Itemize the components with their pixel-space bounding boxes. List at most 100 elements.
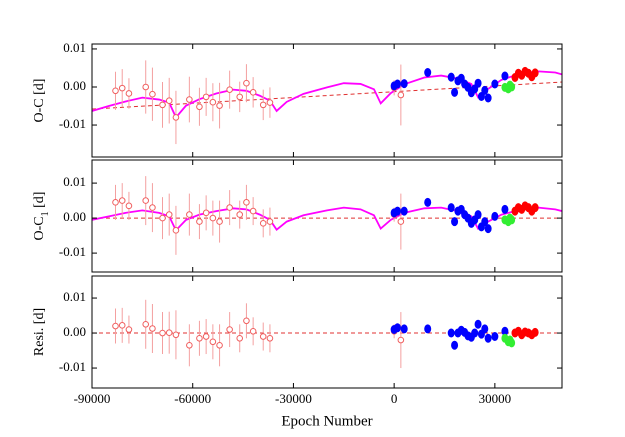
- data-point: [266, 218, 274, 225]
- data-point: [243, 199, 250, 206]
- data-point: [474, 78, 482, 88]
- y-axis-label: O-C1 [d]: [32, 192, 51, 241]
- data-point: [474, 319, 482, 329]
- x-axis-label: Epoch Number: [281, 413, 372, 429]
- data-point: [172, 114, 180, 121]
- data-point: [216, 342, 223, 349]
- data-point: [481, 324, 489, 334]
- data-point: [531, 327, 539, 337]
- data-point: [477, 92, 485, 102]
- data-point: [202, 93, 210, 101]
- data-point: [186, 96, 193, 103]
- data-point: [172, 331, 180, 339]
- data-point: [508, 215, 516, 225]
- data-point: [451, 340, 459, 350]
- plot-area: [92, 176, 562, 255]
- data-point: [508, 82, 516, 92]
- data-point: [165, 211, 173, 218]
- data-point: [243, 317, 250, 325]
- data-point: [397, 218, 405, 225]
- x-tick-label: -30000: [275, 391, 312, 406]
- data-point: [491, 332, 499, 342]
- data-point: [266, 335, 274, 342]
- data-point: [451, 217, 459, 227]
- plot-area: [92, 299, 562, 369]
- data-point: [226, 204, 233, 211]
- y-tick-label: -0.01: [59, 116, 86, 131]
- data-point: [142, 321, 150, 328]
- y-axis-label: O-C [d]: [32, 79, 47, 123]
- data-point: [501, 71, 509, 81]
- data-point: [447, 328, 455, 338]
- data-point: [196, 103, 203, 111]
- y-tick-label: 0.00: [63, 78, 86, 93]
- data-point: [186, 211, 193, 218]
- y-tick-label: 0.01: [63, 289, 86, 304]
- data-point: [112, 87, 119, 95]
- data-point: [474, 210, 482, 220]
- data-point: [424, 197, 432, 207]
- data-point: [394, 79, 401, 89]
- data-point: [484, 224, 492, 234]
- data-point: [249, 328, 257, 335]
- data-point: [259, 333, 267, 340]
- data-point: [249, 207, 257, 215]
- data-point: [471, 328, 479, 338]
- data-point: [159, 329, 166, 337]
- data-point: [394, 323, 401, 333]
- data-point: [400, 206, 408, 216]
- data-point: [125, 326, 133, 333]
- data-point: [424, 68, 432, 78]
- data-point: [159, 101, 166, 109]
- data-point: [531, 203, 539, 213]
- data-point: [125, 202, 133, 210]
- data-point: [259, 101, 267, 109]
- data-point: [481, 85, 489, 95]
- data-point: [424, 324, 432, 334]
- data-point: [484, 333, 492, 343]
- data-point: [236, 211, 244, 218]
- data-point: [209, 214, 217, 222]
- data-point: [118, 197, 126, 204]
- data-point: [501, 204, 509, 214]
- data-point: [243, 79, 250, 87]
- data-point: [394, 206, 401, 216]
- y-axis-label-part: 1: [40, 211, 51, 216]
- data-point: [397, 336, 405, 344]
- data-point: [259, 220, 267, 227]
- data-point: [236, 93, 244, 101]
- y-tick-label: -0.01: [59, 359, 86, 374]
- plot-area: [92, 60, 562, 145]
- data-point: [149, 90, 156, 98]
- data-point: [159, 214, 166, 222]
- data-point: [266, 99, 274, 106]
- data-point: [451, 87, 459, 97]
- data-point: [491, 79, 499, 89]
- y-tick-label: -0.01: [59, 244, 86, 259]
- y-tick-label: 0.01: [63, 40, 86, 55]
- data-point: [149, 204, 156, 211]
- axes-frame: [91, 275, 563, 389]
- data-point: [249, 89, 257, 96]
- data-point: [400, 324, 408, 334]
- data-point: [397, 91, 405, 99]
- data-point: [447, 203, 455, 213]
- data-point: [118, 322, 126, 329]
- data-point: [226, 326, 233, 333]
- data-point: [447, 72, 455, 82]
- data-point: [196, 335, 203, 342]
- x-tick-label: 0: [391, 391, 398, 406]
- data-point: [186, 342, 193, 349]
- y-axis-label-part: Resi. [d]: [32, 308, 47, 356]
- data-point: [149, 325, 156, 332]
- data-point: [531, 68, 539, 78]
- data-point: [216, 218, 223, 225]
- x-tick-label: -60000: [174, 391, 211, 406]
- data-point: [216, 102, 223, 109]
- data-point: [112, 199, 119, 206]
- data-point: [125, 90, 133, 97]
- y-tick-label: 0.00: [63, 324, 86, 339]
- data-point: [400, 79, 408, 89]
- y-axis-label-part: [d]: [32, 192, 47, 212]
- data-point: [142, 83, 150, 91]
